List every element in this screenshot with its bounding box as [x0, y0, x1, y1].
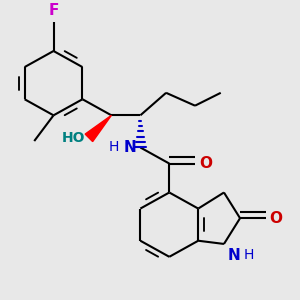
Text: F: F	[48, 3, 59, 18]
Polygon shape	[85, 115, 111, 142]
Text: HO: HO	[61, 131, 85, 145]
Text: H: H	[243, 248, 254, 262]
Text: O: O	[270, 211, 283, 226]
Text: O: O	[199, 156, 212, 171]
Text: H: H	[109, 140, 119, 154]
Text: N: N	[228, 248, 241, 263]
Text: N: N	[124, 140, 136, 155]
